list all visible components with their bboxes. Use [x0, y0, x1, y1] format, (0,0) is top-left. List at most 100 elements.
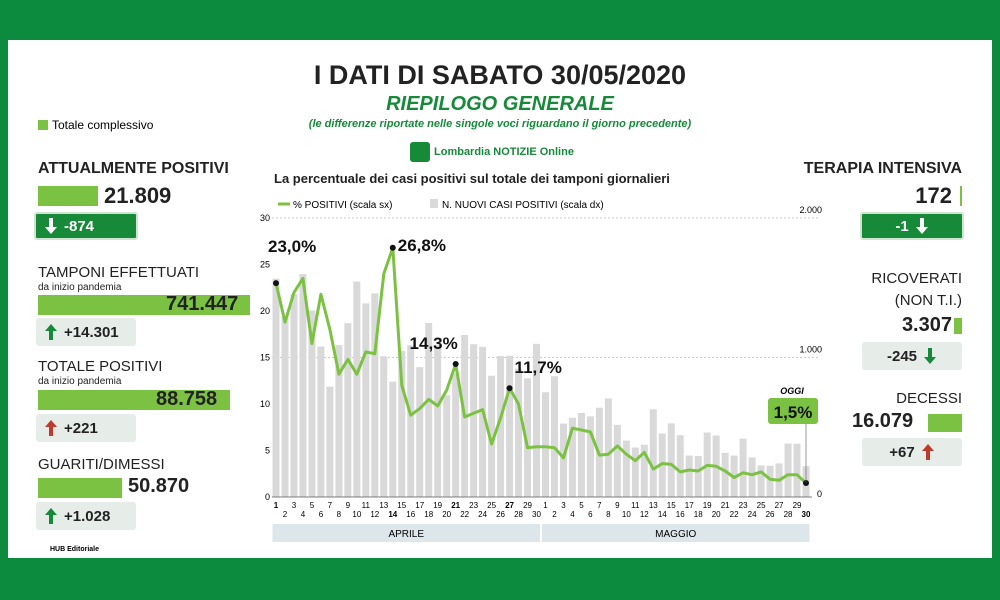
bar: [667, 423, 675, 497]
x-tick-label: 7: [597, 501, 602, 510]
x-tick-label: 14: [658, 510, 667, 519]
panel-value: 88.758: [156, 388, 218, 410]
y2-tick-label: 2.000: [799, 205, 822, 215]
brand: Lombardia NOTIZIE Online: [434, 146, 574, 158]
panel-bar: [960, 186, 962, 206]
bar: [649, 409, 657, 497]
panel-title: TAMPONI EFFETTUATI: [38, 264, 200, 281]
x-tick-label: 14: [388, 510, 397, 519]
panel-value: 172: [915, 183, 952, 208]
bar: [317, 346, 325, 497]
title: I DATI DI SABATO 30/05/2020: [313, 60, 687, 90]
panel-delta: +14.301: [64, 323, 119, 341]
arrow-up: [921, 444, 934, 460]
bar: [497, 355, 505, 497]
x-tick-label: 7: [328, 501, 333, 510]
x-tick-label: 24: [748, 510, 757, 519]
y-tick-label: 5: [265, 446, 270, 456]
bar: [586, 416, 594, 497]
panel-delta-box: +221: [36, 414, 136, 442]
x-tick-label: 21: [721, 501, 730, 510]
arrow-down: [45, 218, 57, 234]
bar: [757, 465, 765, 497]
x-tick-label: 3: [561, 501, 566, 510]
x-tick-label: 2: [283, 510, 288, 519]
x-tick-label: 17: [415, 501, 424, 510]
x-tick-label: 15: [397, 501, 406, 510]
bar: [479, 346, 487, 497]
bar: [452, 373, 460, 497]
x-tick-label: 10: [352, 510, 361, 519]
legend-label: N. NUOVI CASI POSITIVI (scala dx): [442, 200, 604, 211]
month-band: [542, 524, 810, 542]
bar: [389, 381, 397, 497]
point: [452, 361, 459, 368]
arrow-up: [45, 324, 57, 340]
x-tick-label: 29: [793, 501, 802, 510]
x-tick-label: 22: [460, 510, 469, 519]
x-tick-label: 30: [802, 510, 811, 519]
line: [274, 246, 808, 485]
bar: [604, 398, 612, 497]
panel-value: 21.809: [104, 183, 172, 208]
x-tick-label: 28: [514, 510, 523, 519]
y2-tick-label: 1.000: [799, 345, 822, 355]
panel-delta: +67: [889, 443, 915, 461]
legend-note: Totale complessivo: [52, 118, 154, 132]
bar: [434, 344, 442, 497]
month-label: APRILE: [388, 529, 424, 540]
value-label: 1,5%: [774, 403, 813, 422]
panel-delta: -874: [64, 217, 95, 235]
bar: [515, 368, 523, 497]
subtitle: RIEPILOGO GENERALE: [386, 93, 614, 115]
bar: [380, 356, 388, 497]
y-tick-label: 25: [260, 260, 270, 270]
bar: [577, 413, 585, 497]
y-tick-label: 10: [260, 399, 270, 409]
bar: [272, 278, 280, 497]
panel-sub: (NON T.I.): [894, 292, 962, 309]
x-tick-label: 21: [451, 501, 460, 510]
today-label: OGGI: [780, 386, 804, 396]
panel-value: 50.870: [128, 475, 190, 497]
value-label: 26,8%: [398, 236, 446, 255]
x-tick-label: 8: [606, 510, 611, 519]
x-tick-label: 16: [406, 510, 415, 519]
footer: HUB Editoriale: [50, 546, 100, 553]
panel-delta-box: +14.301: [36, 318, 136, 346]
panel-title: TOTALE POSITIVI: [38, 358, 163, 375]
x-tick-label: 9: [346, 501, 351, 510]
x-tick-label: 15: [667, 501, 676, 510]
bar: [640, 444, 648, 497]
bar: [290, 294, 298, 497]
x-tick-label: 30: [532, 510, 541, 519]
x-tick-label: 2: [552, 510, 557, 519]
arrow-up: [45, 508, 57, 524]
x-tick-label: 18: [424, 510, 433, 519]
bar: [613, 424, 621, 497]
panel-value: 741.447: [166, 293, 239, 315]
panel-sub: da inizio pandemia: [38, 376, 122, 387]
x-tick-label: 25: [487, 501, 496, 510]
bar: [407, 345, 415, 497]
y-tick-label: 0: [265, 492, 270, 502]
month-label: MAGGIO: [655, 529, 696, 540]
x-tick-label: 20: [712, 510, 721, 519]
value-label: 11,7%: [515, 358, 562, 377]
bar: [676, 435, 684, 497]
bar: [398, 350, 406, 497]
panel-bar: [928, 414, 962, 432]
panel-value: 3.307: [901, 314, 952, 336]
x-tick-label: 1: [274, 501, 279, 510]
x-tick-label: 26: [496, 510, 505, 519]
x-tick-label: 10: [622, 510, 631, 519]
x-tick-label: 12: [640, 510, 649, 519]
arrow-down: [915, 218, 928, 234]
x-tick-label: 13: [649, 501, 658, 510]
bar: [559, 423, 567, 497]
x-tick-label: 19: [433, 501, 442, 510]
x-tick-label: 5: [310, 501, 315, 510]
x-tick-label: 13: [379, 501, 388, 510]
month-band: [272, 524, 540, 542]
